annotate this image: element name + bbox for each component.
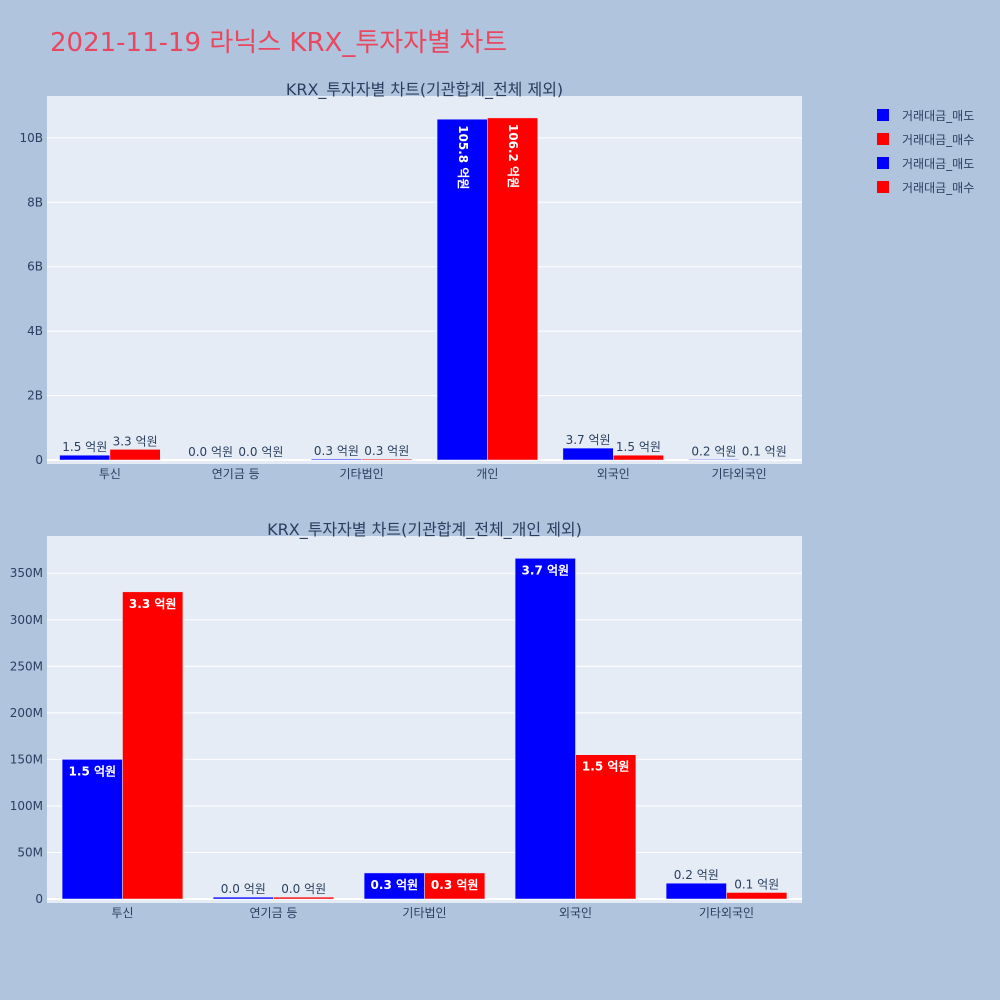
x-tick-label: 기타외국인 <box>699 906 754 920</box>
x-tick-label: 연기금 등 <box>250 906 298 920</box>
bar-buy <box>613 454 664 461</box>
data-label: 1.5 억원 <box>616 440 661 454</box>
legend-swatch <box>877 133 889 145</box>
y-tick-label: 10B <box>19 131 43 145</box>
x-tick-label: 기타법인 <box>339 467 383 481</box>
bar-sell <box>363 872 425 900</box>
data-label: 0.2 억원 <box>674 868 719 882</box>
bar-sell <box>562 447 614 461</box>
data-label: 0.0 억원 <box>281 882 326 896</box>
x-tick-label: 개인 <box>476 467 498 481</box>
y-tick-label: 0 <box>35 892 43 906</box>
y-tick-label: 2B <box>27 389 43 403</box>
y-tick-label: 8B <box>27 195 43 209</box>
y-tick-label: 200M <box>10 706 43 720</box>
bar-sell <box>311 458 362 461</box>
x-tick-label: 기타법인 <box>402 906 446 920</box>
y-tick-label: 100M <box>10 799 43 813</box>
legend-label: 거래대금_매수 <box>902 181 974 195</box>
bar-sell <box>665 882 727 900</box>
x-tick-label: 기타외국인 <box>711 467 766 481</box>
y-tick-label: 6B <box>27 260 43 274</box>
bar-sell <box>688 459 740 461</box>
x-tick-label: 연기금 등 <box>212 467 260 481</box>
legend-label: 거래대금_매수 <box>902 133 974 147</box>
data-label: 0.1 억원 <box>742 445 787 459</box>
bar-sell <box>212 896 274 900</box>
bar-buy <box>273 896 335 900</box>
data-label: 0.3 억원 <box>364 444 409 458</box>
y-tick-label: 4B <box>27 324 43 338</box>
bar-buy <box>361 458 413 461</box>
data-label: 105.8 억원 <box>456 125 470 189</box>
y-tick-label: 250M <box>10 659 43 673</box>
data-label: 0.1 억원 <box>734 877 779 891</box>
data-label: 3.3 억원 <box>129 597 177 611</box>
legend-label: 거래대금_매도 <box>902 109 974 123</box>
data-label: 0.0 억원 <box>238 445 283 459</box>
data-label: 0.3 억원 <box>431 878 479 892</box>
bar-buy <box>575 754 637 900</box>
legend-swatch <box>877 181 889 193</box>
y-tick-label: 0 <box>35 453 43 467</box>
y-tick-label: 150M <box>10 752 43 766</box>
data-label: 3.7 억원 <box>522 563 570 577</box>
x-tick-label: 외국인 <box>597 467 630 481</box>
chart-title: KRX_투자자별 차트(기관합계_전체 제외) <box>286 80 563 100</box>
bar-buy <box>109 449 161 461</box>
data-label: 106.2 억원 <box>506 124 520 188</box>
legend-swatch <box>877 157 889 169</box>
data-label: 1.5 억원 <box>62 440 107 454</box>
bar-buy <box>726 892 788 900</box>
y-tick-label: 300M <box>10 613 43 627</box>
data-label: 3.7 억원 <box>566 433 611 447</box>
data-label: 3.3 억원 <box>113 434 158 448</box>
legend-swatch <box>877 109 889 121</box>
data-label: 0.2 억원 <box>691 444 736 458</box>
x-tick-label: 외국인 <box>559 906 592 920</box>
data-label: 1.5 억원 <box>69 764 117 778</box>
bar-buy <box>487 117 538 461</box>
data-label: 0.3 억원 <box>371 878 419 892</box>
bar-buy <box>122 591 184 900</box>
bar-sell <box>59 454 111 461</box>
data-label: 0.0 억원 <box>221 882 266 896</box>
bar-sell <box>514 558 576 900</box>
y-tick-label: 350M <box>10 566 43 580</box>
data-label: 0.0 억원 <box>188 445 233 459</box>
chart-title: KRX_투자자별 차트(기관합계_전체_개인 제외) <box>267 520 582 540</box>
bar-buy <box>424 872 486 900</box>
y-tick-label: 50M <box>17 845 43 859</box>
page-title: 2021-11-19 라닉스 KRX_투자자별 차트 <box>50 28 508 58</box>
plot-area <box>47 96 802 464</box>
data-label: 0.3 억원 <box>314 444 359 458</box>
bar-sell <box>61 759 123 900</box>
legend-label: 거래대금_매도 <box>902 157 974 171</box>
data-label: 1.5 억원 <box>582 760 630 774</box>
x-tick-label: 투신 <box>99 467 121 481</box>
x-tick-label: 투신 <box>111 906 133 920</box>
